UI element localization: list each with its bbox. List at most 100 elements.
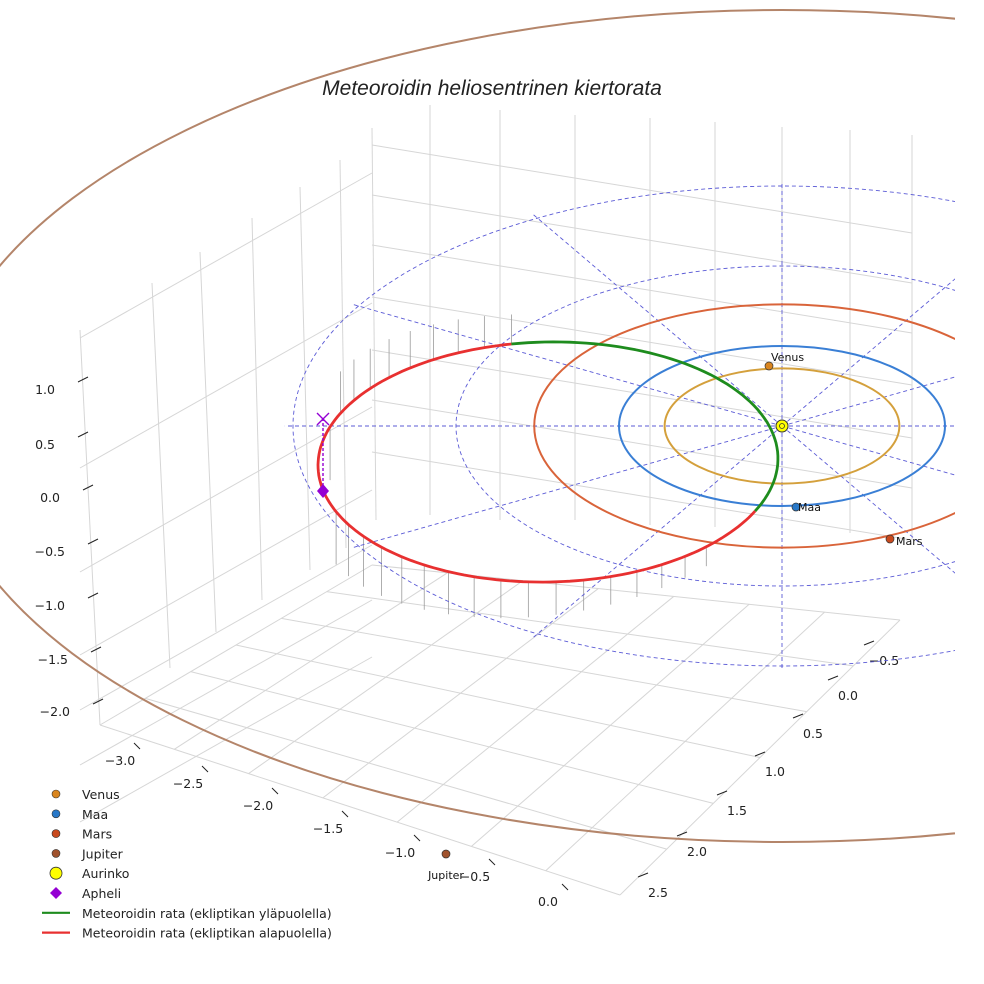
y-tick-label: 0.0 xyxy=(838,688,858,703)
chart-title: Meteoroidin heliosentrinen kiertorata xyxy=(322,77,662,100)
planet-label-jupiter: Jupiter xyxy=(427,869,464,882)
y-tick-label: −0.5 xyxy=(869,653,899,668)
z-tick-mark xyxy=(77,431,89,438)
meteoroid-orbit xyxy=(316,340,780,584)
x-tick-mark xyxy=(133,742,141,750)
planet-orbits xyxy=(0,9,955,843)
y-tick-mark xyxy=(863,640,875,646)
grid-line-horizontal xyxy=(371,194,913,284)
grid-line-horizontal xyxy=(79,544,373,711)
z-tick-mark xyxy=(87,538,99,545)
legend-label: Meteoroidin rata (ekliptikan alapuolella… xyxy=(82,926,332,941)
legend-marker xyxy=(50,887,62,899)
grid-line-horizontal xyxy=(79,489,373,656)
legend-label: Jupiter xyxy=(81,846,124,861)
z-tick-mark xyxy=(82,484,94,491)
orbit-venus xyxy=(663,367,901,485)
y-tick-mark xyxy=(637,872,649,878)
planet-label-maa: Maa xyxy=(798,501,821,514)
legend-label: Venus xyxy=(82,787,120,802)
z-tick-label: 0.5 xyxy=(35,437,55,452)
grid-line-floor xyxy=(248,580,524,774)
z-tick-label: −1.5 xyxy=(38,652,68,667)
reference-radial-line xyxy=(351,303,783,427)
reference-radial-line xyxy=(781,376,955,427)
z-tick-label: 0.0 xyxy=(40,490,60,505)
grid-line-horizontal xyxy=(371,399,913,489)
z-tick-mark xyxy=(77,376,89,383)
y-tick-mark xyxy=(716,790,728,796)
grid-line-floor xyxy=(99,564,373,726)
legend-label: Mars xyxy=(82,827,112,842)
x-tick-mark xyxy=(341,810,349,818)
x-tick-mark xyxy=(561,883,569,891)
x-tick-mark xyxy=(271,787,279,795)
legend-marker xyxy=(51,829,61,838)
grid-line-floor xyxy=(281,617,807,713)
grid-line-vertical xyxy=(79,329,101,726)
legend-label: Apheli xyxy=(82,886,121,901)
orbit-mars xyxy=(533,303,955,549)
planet-maa xyxy=(791,502,801,512)
grid-line-vertical xyxy=(251,217,263,601)
x-tick-mark xyxy=(488,858,496,866)
z-tick-mark xyxy=(87,592,99,599)
meteoroid-drop-lines xyxy=(329,314,707,619)
orbit-maa xyxy=(618,345,946,507)
grid-line-floor xyxy=(99,724,621,896)
planet-label-venus: Venus xyxy=(771,351,804,364)
legend: Venus Maa Mars Jupiter Aurinko Apheli Meteoroi… xyxy=(42,787,332,941)
x-tick-mark xyxy=(201,765,209,773)
grid-line-horizontal xyxy=(79,599,373,766)
planet-markers: Venus Maa Mars Jupiter xyxy=(316,351,923,882)
x-tick-label: −3.0 xyxy=(105,753,135,768)
grid-line-horizontal xyxy=(371,244,913,334)
grid-line-floor xyxy=(190,671,714,804)
grid-line-vertical xyxy=(339,159,347,549)
sun-marker-core xyxy=(779,423,785,429)
grid-line-horizontal xyxy=(371,144,913,234)
z-tick-label: 1.0 xyxy=(35,382,55,397)
grid-line-vertical xyxy=(299,186,311,571)
reference-radial-line xyxy=(781,425,955,476)
legend-marker xyxy=(49,866,63,880)
grid-line-vertical xyxy=(199,251,217,633)
grid-line-floor xyxy=(322,588,599,799)
y-tick-mark xyxy=(792,713,804,719)
reference-radial-line xyxy=(351,425,783,549)
x-tick-label: −1.0 xyxy=(385,845,415,860)
legend-label: Aurinko xyxy=(82,866,129,881)
grid-line-floor xyxy=(174,572,448,750)
meteoroid-orbit-below xyxy=(316,342,757,584)
y-tick-label: 1.5 xyxy=(727,803,747,818)
y-tick-label: 2.5 xyxy=(648,885,668,900)
grid-line-floor xyxy=(235,644,761,758)
planet-label-mars: Mars xyxy=(896,535,923,548)
grid-line-floor xyxy=(619,619,901,896)
z-tick-label: −0.5 xyxy=(35,544,65,559)
z-tick-mark xyxy=(92,698,104,705)
grid-line-horizontal xyxy=(79,172,373,339)
planet-mars xyxy=(885,534,895,544)
legend-marker xyxy=(51,849,61,858)
grid-line-floor xyxy=(396,596,675,823)
orbit-jupiter xyxy=(0,9,955,843)
legend-label: Meteoroidin rata (ekliptikan yläpuolella… xyxy=(82,906,332,921)
reference-circles xyxy=(284,182,955,670)
z-tick-label: −1.0 xyxy=(35,598,65,613)
axis-ticks: 1.0 0.5 0.0 −0.5 −1.0 −1.5 −2.0 −3.0 −2.5 −2.0 −1.… xyxy=(35,376,899,909)
x-tick-label: 0.0 xyxy=(538,894,558,909)
x-tick-label: −2.5 xyxy=(173,776,203,791)
grid-line-floor xyxy=(471,603,750,847)
grid-line-horizontal xyxy=(371,451,913,541)
z-tick-label: −2.0 xyxy=(40,704,70,719)
x-tick-mark xyxy=(413,834,421,842)
x-tick-label: −1.5 xyxy=(313,821,343,836)
x-tick-label: −2.0 xyxy=(243,798,273,813)
planet-venus xyxy=(764,361,774,371)
aphelion-marker xyxy=(317,484,329,498)
legend-marker xyxy=(51,789,61,799)
grid-line-horizontal xyxy=(371,349,913,439)
meteoroid-orbit-above xyxy=(511,340,780,513)
grid-line-floor xyxy=(326,591,854,667)
